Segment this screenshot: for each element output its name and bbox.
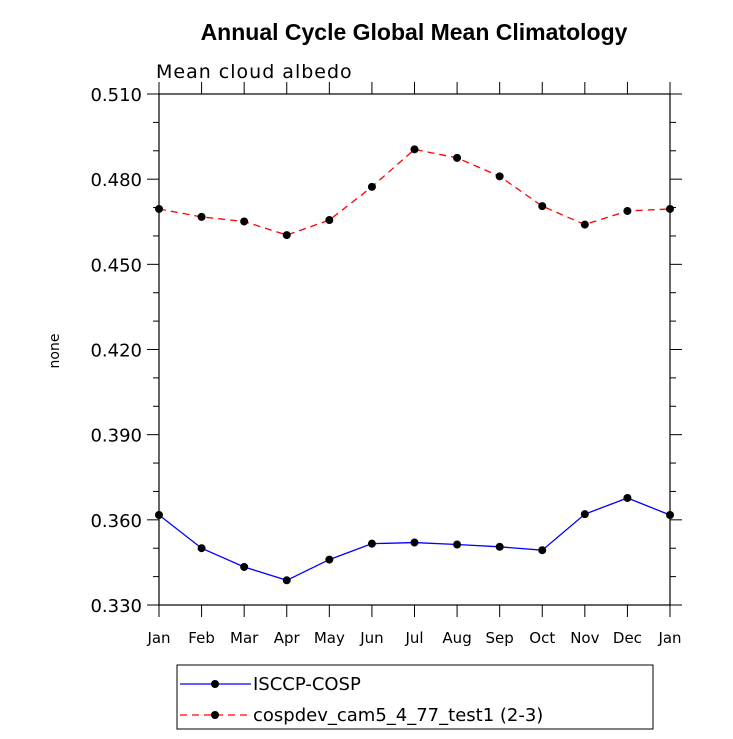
data-point-0 [197, 544, 206, 553]
x-tick-label: Dec [613, 629, 642, 647]
data-point-1 [367, 182, 376, 191]
y-tick-labels: 0.330 0.360 0.390 0.420 0.450 0.480 0.510 [90, 85, 142, 617]
y-tick-label: 0.480 [90, 170, 142, 191]
data-point-0 [580, 510, 589, 519]
legend-label-cospdev: cospdev_cam5_4_77_test1 (2-3) [253, 705, 543, 726]
x-tick-label: Feb [188, 629, 215, 647]
series-line-1 [158, 148, 671, 236]
x-tick-labels: Jan Feb Mar Apr May Jun Jul Aug Sep Oct Nov Dec Jan [146, 629, 681, 647]
data-point-1 [538, 202, 547, 211]
data-point-0 [155, 511, 163, 520]
chart-subtitle: Mean cloud albedo [156, 61, 353, 83]
series-layer [155, 145, 674, 585]
x-tick-label: Jan [146, 629, 170, 647]
x-tick-label: Nov [570, 629, 599, 647]
y-tick-label: 0.330 [90, 596, 142, 617]
y-tick-label: 0.360 [90, 511, 142, 532]
data-point-1 [623, 206, 632, 215]
chart-title: Annual Cycle Global Mean Climatology [201, 19, 628, 45]
data-point-1 [282, 231, 291, 240]
x-tick-label: May [314, 629, 345, 647]
data-point-0 [410, 538, 419, 547]
x-tick-label: Jul [404, 629, 423, 647]
x-tick-label: Mar [230, 629, 259, 647]
data-point-1 [240, 217, 249, 226]
data-point-0 [325, 555, 334, 564]
data-point-1 [453, 153, 462, 162]
legend-marker-cospdev [211, 711, 219, 719]
y-tick-label: 0.510 [90, 85, 142, 106]
y-axis-label: none [47, 334, 63, 369]
data-point-1 [495, 172, 504, 181]
axis-ticks [147, 82, 682, 617]
y-tick-label: 0.390 [90, 426, 142, 447]
data-point-0 [453, 540, 462, 549]
data-point-1 [410, 145, 419, 154]
data-point-0 [538, 546, 547, 555]
x-tick-label: Apr [274, 629, 301, 647]
x-tick-label: Oct [529, 629, 555, 647]
legend-label-isccp: ISCCP-COSP [253, 674, 361, 695]
data-point-0 [666, 511, 674, 520]
legend-box [176, 664, 654, 730]
data-point-1 [197, 212, 206, 221]
x-tick-label: Jan [657, 629, 681, 647]
legend: ISCCP-COSP cospdev_cam5_4_77_test1 (2-3) [176, 664, 654, 730]
plot-frame [158, 93, 671, 606]
y-tick-label: 0.450 [90, 255, 142, 276]
y-tick-label: 0.420 [90, 341, 142, 362]
data-point-1 [155, 204, 163, 213]
data-point-1 [580, 220, 589, 229]
x-tick-label: Jun [359, 629, 383, 647]
data-point-0 [367, 539, 376, 548]
x-tick-label: Sep [486, 629, 514, 647]
data-point-0 [282, 576, 291, 585]
x-tick-label: Aug [442, 629, 471, 647]
data-point-1 [325, 216, 334, 225]
data-point-0 [495, 542, 504, 551]
legend-marker-isccp [211, 680, 219, 688]
data-point-1 [666, 204, 674, 213]
data-point-0 [240, 562, 249, 571]
data-point-0 [623, 493, 632, 502]
